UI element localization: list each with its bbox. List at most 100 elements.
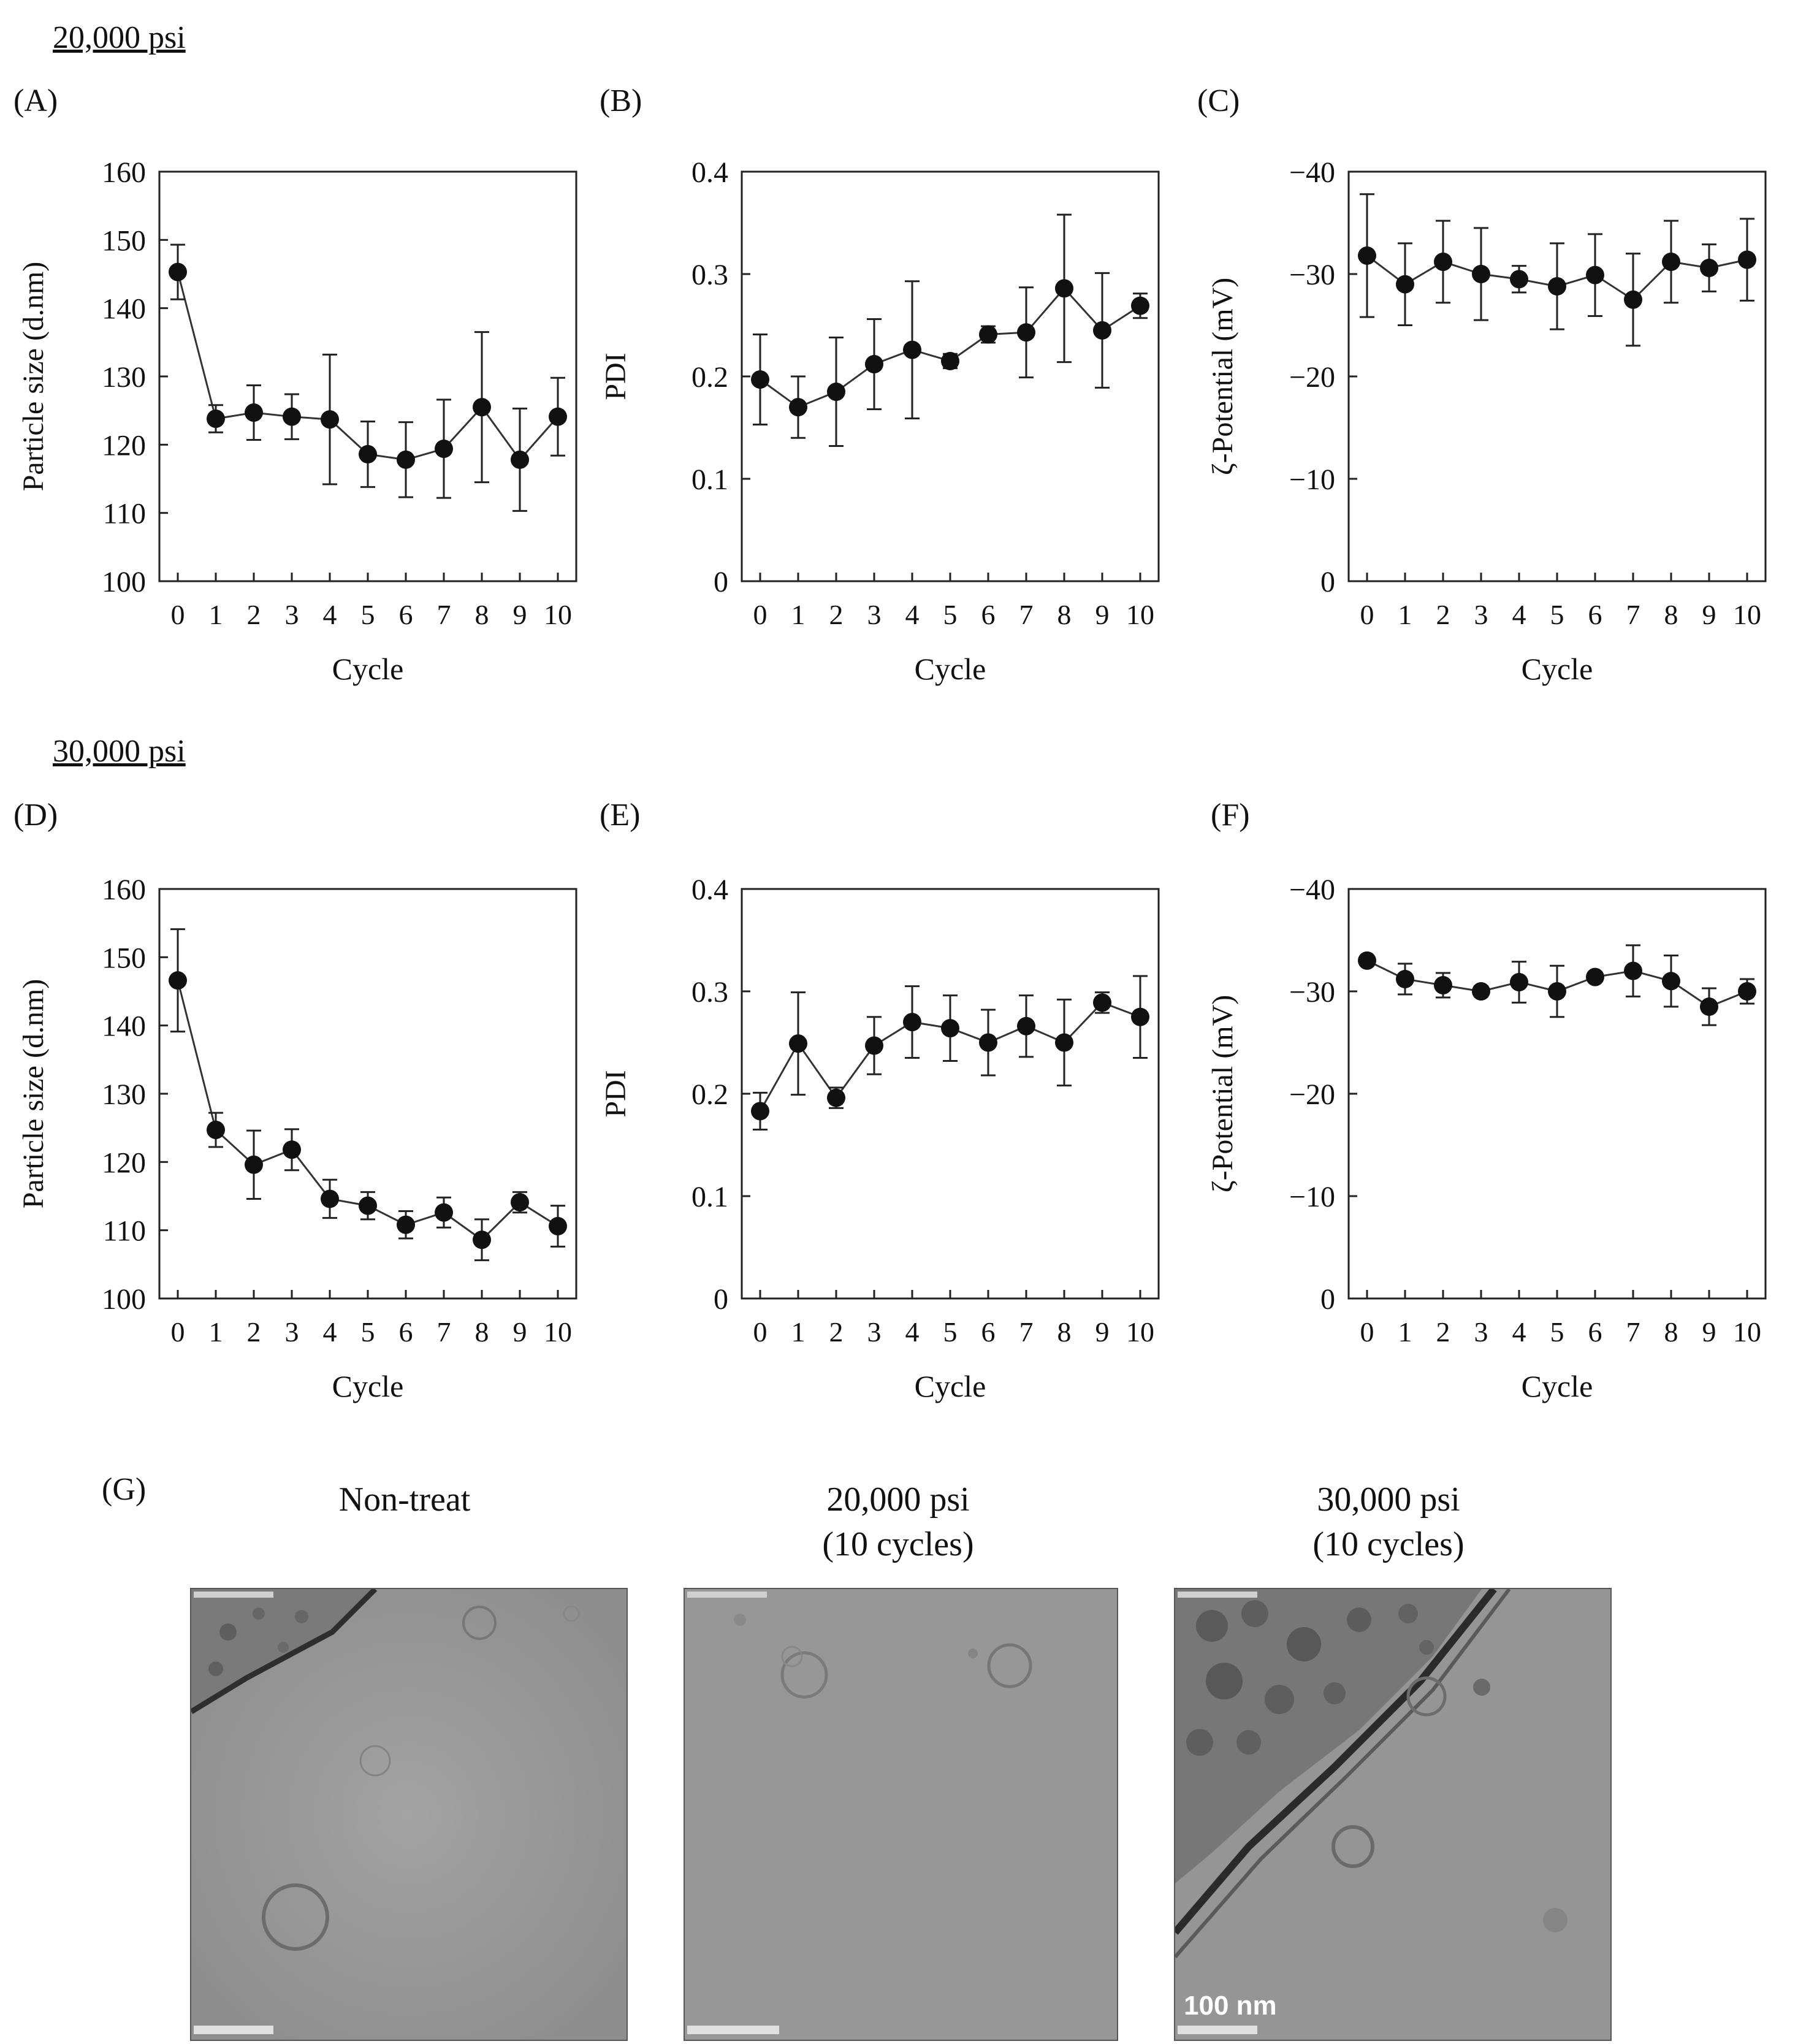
data-point [1700, 258, 1718, 277]
data-point [1472, 982, 1490, 1001]
data-point [1093, 993, 1111, 1012]
data-point [903, 1013, 921, 1032]
x-tick-label: 3 [1474, 599, 1488, 630]
x-tick-label: 4 [905, 1316, 920, 1348]
x-tick-label: 7 [1019, 599, 1034, 630]
data-point [511, 450, 529, 469]
x-tick-label: 0 [753, 1316, 768, 1348]
data-point [865, 1036, 883, 1055]
x-tick-label: 9 [1702, 1316, 1716, 1348]
x-tick-label: 4 [323, 599, 337, 630]
y-tick-label: 100 [102, 566, 146, 598]
y-tick-label: −30 [1289, 259, 1335, 291]
y-tick-label: 0.3 [691, 259, 728, 291]
data-point [207, 1121, 225, 1140]
tem-title-line1: 20,000 psi [826, 1481, 970, 1519]
data-point [473, 398, 491, 417]
tem-image-30000: 100 nm [1174, 1588, 1612, 2041]
data-point [321, 1189, 339, 1208]
panel-label-c: (C) [1197, 83, 1240, 118]
data-point [245, 1155, 263, 1174]
tem-title-30000: 30,000 psi (10 cycles) [1174, 1478, 1603, 1567]
data-point [1586, 265, 1604, 284]
chart-c: 0−10−20−30−400 1 2 3 4 5 6 7 8 9 10Cycleζ-Potentia… [1206, 156, 1767, 686]
data-point [397, 1215, 415, 1234]
tem-micrograph [685, 1589, 1117, 2040]
tem-image-20000 [684, 1588, 1118, 2041]
x-tick-label: 1 [791, 1316, 806, 1348]
y-tick-label: 0 [714, 566, 728, 598]
plot-frame [1347, 170, 1767, 582]
data-point [903, 340, 921, 359]
tem-title-line2: (10 cycles) [1312, 1525, 1465, 1563]
data-point [283, 1140, 301, 1159]
data-point [435, 440, 453, 459]
y-tick-label: −10 [1289, 1181, 1335, 1213]
y-tick-label: 120 [102, 1146, 146, 1179]
y-tick-label: 130 [102, 361, 146, 394]
x-tick-label: 10 [1733, 1316, 1761, 1348]
x-tick-label: 3 [1474, 1316, 1488, 1348]
y-tick-label: −40 [1289, 874, 1335, 906]
x-axis-title: Cycle [915, 1369, 986, 1403]
x-tick-label: 5 [943, 599, 958, 630]
y-tick-label: 110 [103, 498, 146, 530]
data-point [359, 444, 377, 463]
x-tick-label: 3 [285, 599, 299, 630]
data-point [865, 354, 883, 373]
x-tick-label: 0 [171, 599, 185, 630]
x-tick-label: 4 [905, 599, 920, 630]
x-tick-label: 0 [1360, 599, 1374, 630]
x-tick-label: 3 [867, 1316, 882, 1348]
y-tick-label: −20 [1289, 361, 1335, 394]
data-point [1396, 275, 1414, 294]
tem-title-line1: 30,000 psi [1317, 1481, 1460, 1519]
data-point [789, 1034, 807, 1053]
x-tick-label: 0 [171, 1316, 185, 1348]
y-tick-label: 160 [102, 874, 146, 906]
data-point [1131, 296, 1149, 315]
data-point [979, 325, 997, 344]
heading-30000-psi: 30,000 psi [53, 734, 186, 769]
data-point [1738, 982, 1756, 1001]
y-tick-label: 0 [714, 1283, 728, 1316]
plot-frame [741, 888, 1160, 1300]
data-point [1434, 975, 1452, 994]
x-tick-label: 10 [1126, 599, 1154, 630]
data-point [1017, 323, 1035, 342]
y-tick-label: 140 [102, 293, 146, 326]
data-point [1700, 997, 1718, 1016]
panel-label-b: (B) [600, 83, 642, 118]
panel-label-e: (E) [600, 798, 641, 833]
x-tick-label: 10 [544, 599, 572, 630]
data-point [1510, 270, 1528, 289]
data-point [789, 398, 807, 417]
x-tick-label: 7 [437, 1316, 451, 1348]
y-tick-label: 0.4 [691, 156, 728, 189]
y-tick-label: −30 [1289, 976, 1335, 1009]
data-point [207, 410, 225, 429]
data-point [1093, 321, 1111, 340]
data-point [941, 351, 959, 370]
x-tick-label: 6 [981, 1316, 996, 1348]
y-tick-label: 160 [102, 156, 146, 189]
x-axis-title: Cycle [915, 652, 986, 686]
x-tick-label: 0 [1360, 1316, 1374, 1348]
x-tick-label: 1 [1398, 1316, 1412, 1348]
data-point [549, 1216, 567, 1235]
data-point [321, 410, 339, 429]
data-point [1662, 252, 1680, 271]
data-point [1548, 982, 1566, 1001]
x-tick-label: 9 [513, 599, 527, 630]
chart-f: 0−10−20−30−400 1 2 3 4 5 6 7 8 9 10Cycleζ-Potentia… [1206, 874, 1767, 1403]
y-tick-label: 110 [103, 1215, 146, 1248]
data-point [169, 971, 187, 990]
data-point [1358, 951, 1376, 970]
y-tick-label: −40 [1289, 156, 1335, 189]
tem-micrograph [191, 1589, 627, 2040]
data-point [1055, 1033, 1073, 1052]
y-axis-title: ζ-Potential (mV) [1206, 995, 1239, 1192]
